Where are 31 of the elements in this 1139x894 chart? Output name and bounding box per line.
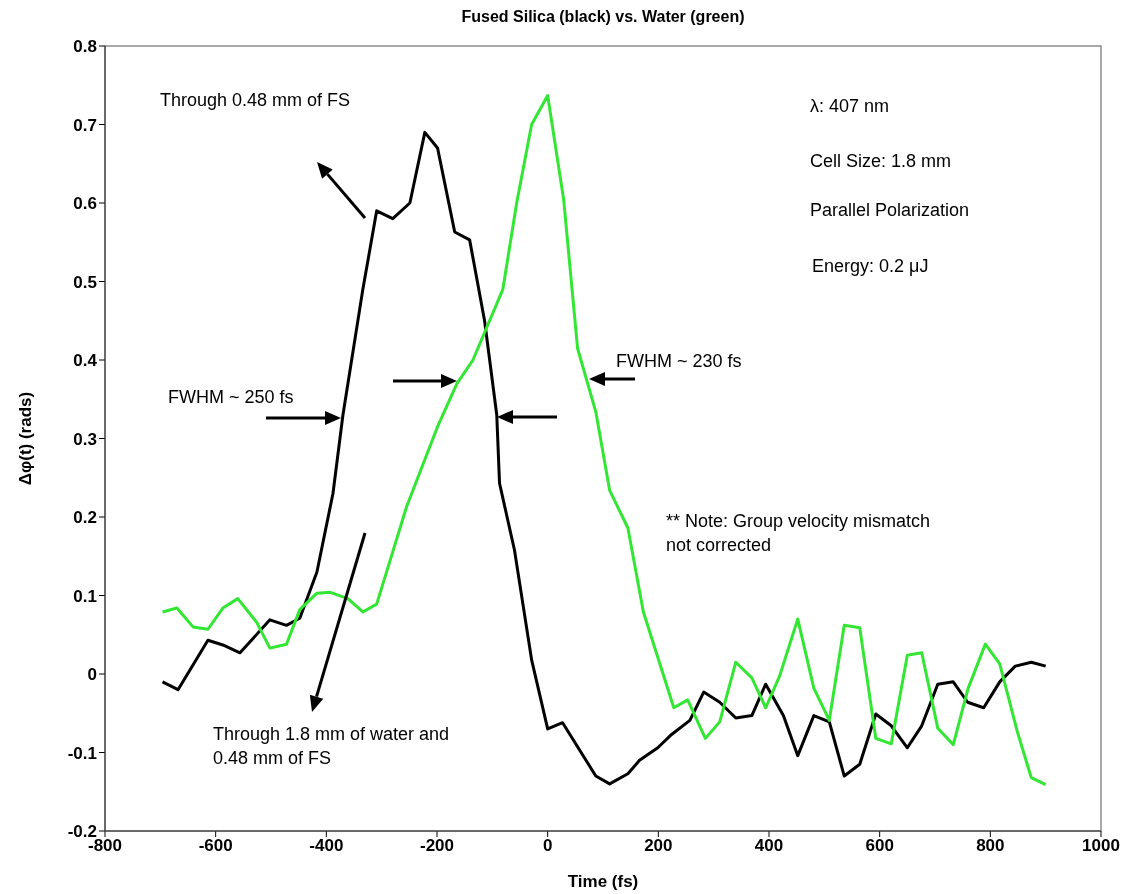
annotation: ** Note: Group velocity mismatch not corrected	[666, 510, 932, 557]
x-tick-label: 200	[644, 836, 673, 856]
x-tick-label: 600	[865, 836, 894, 856]
y-tick-label: 0.5	[73, 272, 97, 292]
annotation: Parallel Polarization	[810, 199, 971, 222]
x-tick-label: 800	[976, 836, 1005, 856]
x-tick-label: -400	[309, 836, 344, 856]
annotation: Through 1.8 mm of water and 0.48 mm of FS	[213, 723, 451, 770]
x-tick-label: 1000	[1082, 836, 1120, 856]
y-tick-label: 0.2	[73, 508, 97, 528]
y-tick-label: -0.1	[67, 743, 97, 763]
annotation: Energy: 0.2 μJ	[812, 255, 930, 278]
annotation: FWHM ~ 250 fs	[168, 386, 295, 409]
y-axis-title: Δφ(t) (rads)	[16, 391, 36, 486]
chart-title: Fused Silica (black) vs. Water (green)	[460, 8, 746, 26]
x-tick-label: -200	[419, 836, 455, 856]
y-tick-label: 0.4	[73, 351, 98, 371]
x-axis-title: Time (fs)	[567, 872, 639, 891]
x-tick-label: 400	[754, 836, 784, 856]
x-tick-label: -600	[198, 836, 233, 856]
annotation: Through 0.48 mm of FS	[160, 89, 352, 112]
y-tick-label: 0.6	[73, 194, 97, 214]
annotation: FWHM ~ 230 fs	[616, 350, 743, 373]
y-tick-label: 0.8	[73, 37, 97, 57]
y-tick-label: 0.1	[73, 586, 97, 606]
y-tick-label: 0.7	[73, 115, 97, 135]
annotation: Cell Size: 1.8 mm	[810, 150, 953, 173]
y-tick-label: 0	[87, 665, 97, 685]
annotation: λ: 407 nm	[810, 95, 891, 118]
y-tick-label: 0.3	[73, 429, 97, 449]
x-tick-label: 0	[542, 836, 553, 856]
